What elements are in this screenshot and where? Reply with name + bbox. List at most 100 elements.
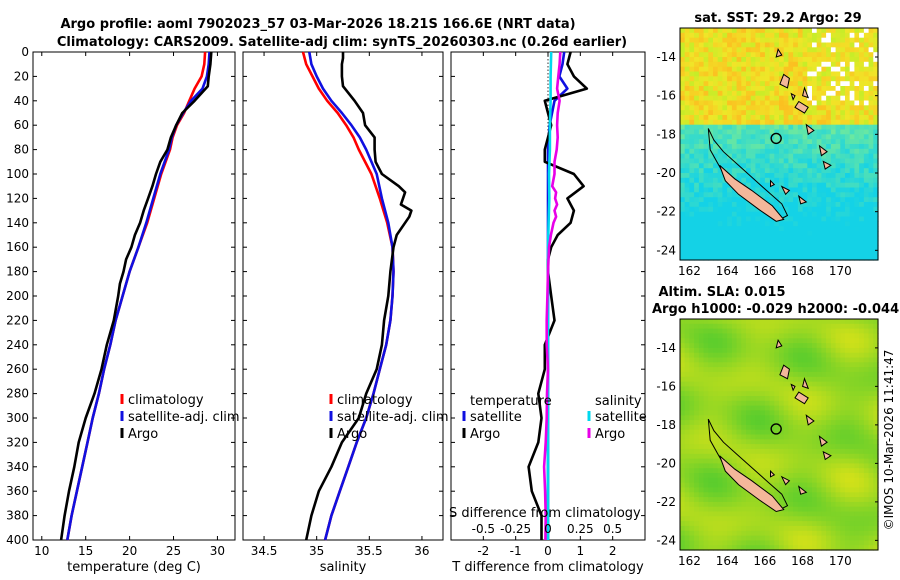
map-cell <box>722 211 728 218</box>
map-cell <box>826 76 832 82</box>
map-cell <box>826 376 832 383</box>
map-cell <box>854 323 860 330</box>
map-cell <box>807 487 813 493</box>
map-cell <box>736 42 742 48</box>
map-cell <box>764 168 771 174</box>
map-cell <box>764 110 771 116</box>
map-cell <box>802 535 808 541</box>
loyalty-island <box>780 475 791 486</box>
map-cell <box>727 396 733 402</box>
map-cell <box>694 129 700 135</box>
map-cell <box>863 371 870 378</box>
map-cell <box>849 525 855 532</box>
map-cell <box>788 153 794 160</box>
map-cell <box>835 163 841 169</box>
map-cell <box>680 448 686 455</box>
map-cell <box>873 90 879 97</box>
map-cell <box>849 95 855 102</box>
map-cell <box>694 323 700 330</box>
map-cell <box>741 134 747 140</box>
map-cell <box>769 458 775 464</box>
map-cell <box>722 139 728 145</box>
map-cell <box>797 376 804 383</box>
map-cell <box>854 492 860 498</box>
map-cell <box>821 90 827 97</box>
map-cell <box>769 319 775 325</box>
map-cell <box>746 148 752 155</box>
map-cell <box>868 37 874 44</box>
map-cell <box>835 396 841 402</box>
map-cell <box>779 415 785 421</box>
map-cell <box>694 206 700 213</box>
map-cell <box>845 182 851 189</box>
loyalty-island <box>780 185 791 196</box>
map-cell <box>859 235 865 242</box>
map-cell <box>797 240 804 247</box>
map-cell <box>708 420 714 426</box>
map-cell <box>774 255 780 261</box>
map-cell <box>774 221 780 227</box>
map-cell <box>863 424 870 431</box>
map-cell <box>722 28 728 34</box>
map-cell <box>755 115 761 121</box>
map-cell <box>689 206 695 213</box>
map-cell <box>854 240 860 247</box>
map-cell <box>830 235 837 242</box>
map-cell <box>741 202 747 208</box>
map-cell <box>736 173 742 179</box>
map-cell <box>812 328 818 334</box>
map-cell <box>764 338 771 344</box>
map-cell <box>849 453 855 460</box>
map-cell <box>769 90 775 97</box>
map-cell <box>755 338 761 344</box>
map-cell <box>807 463 813 469</box>
map-cell <box>769 521 775 527</box>
map-cell <box>689 415 695 421</box>
map-cell <box>868 396 874 402</box>
map-cell <box>830 424 837 431</box>
map-cell <box>774 448 780 455</box>
map-cell <box>680 226 686 232</box>
map-cell <box>812 187 818 193</box>
map-cell <box>731 71 738 77</box>
map-cell <box>830 405 837 411</box>
map-cell <box>797 255 804 261</box>
map-cell <box>769 367 775 373</box>
map-cell <box>741 352 747 359</box>
map-cell <box>698 245 705 251</box>
loyalty-island <box>770 469 776 478</box>
map-cell <box>750 347 756 354</box>
map-cell <box>741 119 747 126</box>
map-cell <box>802 192 808 198</box>
map-cell <box>835 448 841 455</box>
map-cell <box>717 473 723 479</box>
map-cell <box>713 521 719 527</box>
map-cell <box>802 187 808 193</box>
map-cell <box>769 153 775 160</box>
map-cell <box>755 473 761 479</box>
map-cell <box>764 187 771 193</box>
map-cell <box>840 231 846 237</box>
map-cell <box>717 525 723 532</box>
map-cell <box>708 453 714 460</box>
map-cell <box>746 328 752 334</box>
map-cell <box>816 168 822 174</box>
map-cell <box>741 37 747 44</box>
y-tick-label: 240 <box>6 338 29 352</box>
map-cell <box>717 71 723 77</box>
map-cell <box>835 347 841 354</box>
map-cell <box>684 420 690 426</box>
map-cell <box>807 32 813 39</box>
map-cell <box>755 415 761 421</box>
map-cell <box>680 501 686 508</box>
map-cell <box>741 86 747 92</box>
map-cell <box>868 235 874 242</box>
map-cell <box>703 347 709 354</box>
map-cell <box>680 71 686 77</box>
map-cell <box>779 468 785 474</box>
map-cell <box>741 444 747 450</box>
map-cell <box>779 497 785 503</box>
map-cell <box>746 57 752 63</box>
map-cell <box>873 530 879 537</box>
map-cell <box>769 245 775 251</box>
